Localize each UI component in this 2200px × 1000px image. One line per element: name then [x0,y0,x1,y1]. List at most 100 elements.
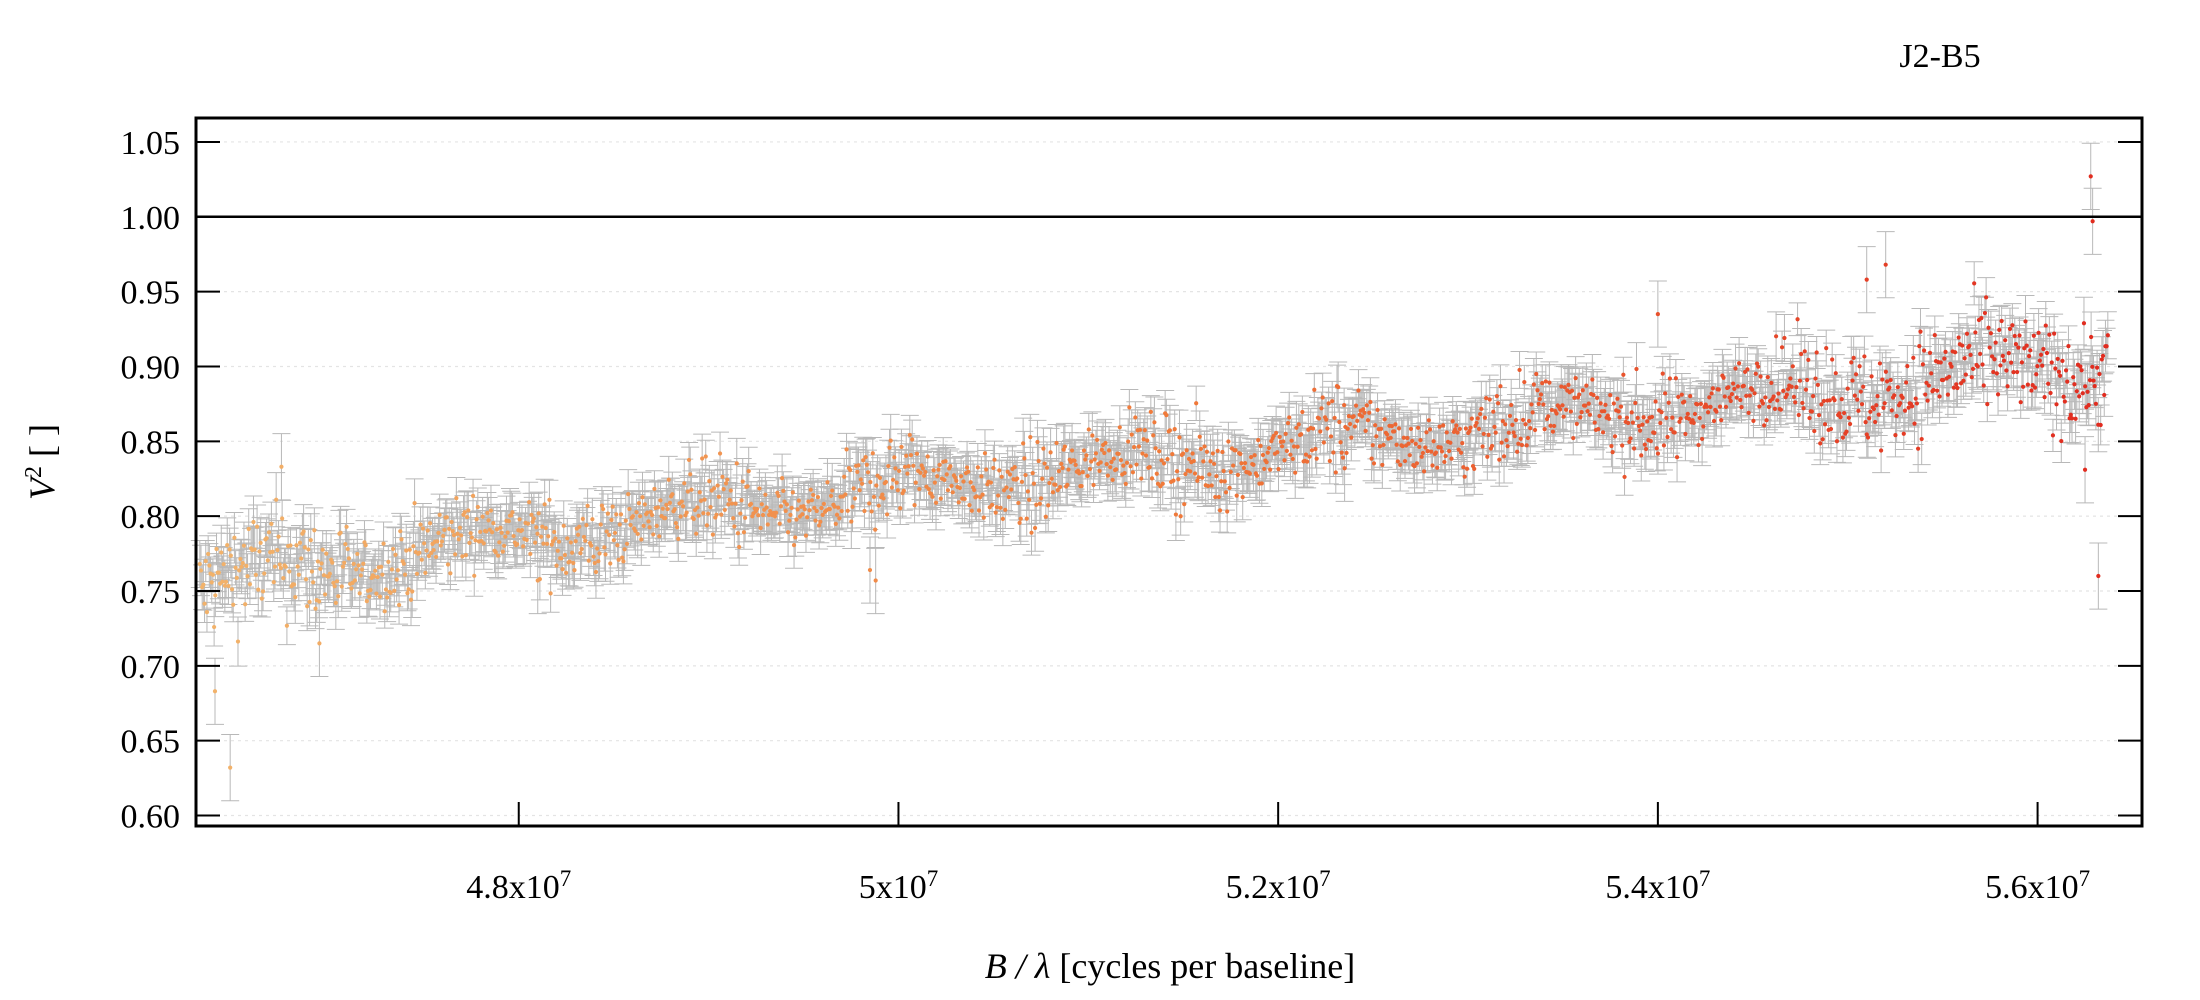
data-point [240,560,245,566]
data-point [252,547,257,552]
data-point [352,578,358,583]
data-point [315,559,321,564]
data-point [305,604,310,609]
data-point [339,584,344,589]
data-point [351,561,356,566]
data-point [262,571,267,576]
data-point [247,582,253,587]
data-point [197,561,202,567]
data-point [354,567,359,572]
data-point [294,543,299,548]
data-point [202,601,207,606]
data-point [280,516,285,521]
data-point [313,606,318,611]
data-point [344,524,349,529]
data-point [269,521,274,526]
data-point [308,538,313,543]
data-point [297,540,303,545]
data-point [260,589,266,594]
data-point [356,563,361,568]
data-point [239,564,244,569]
data-point [221,562,226,567]
data-point [259,596,264,601]
data-point [336,594,341,599]
data-point [334,579,340,584]
data-point [309,569,315,574]
data-point [220,579,225,584]
data-point [204,610,210,615]
data-point [301,529,306,534]
data-point [338,530,343,535]
data-point [327,571,332,576]
data-point [201,582,206,587]
data-point [281,576,286,581]
data-point [274,497,279,502]
data-point [302,545,307,550]
data-point [213,593,218,598]
data-point [330,560,335,565]
data-point [275,547,280,553]
data-point [342,560,347,565]
data-point [243,602,248,607]
data-point [237,568,242,573]
data-point [299,556,304,561]
data-point [229,587,235,592]
data-point [355,551,360,557]
data-point [257,549,262,554]
data-point [357,591,362,596]
error-bars [190,142,2117,802]
data-point [266,530,272,535]
data-point [241,543,247,548]
data-point [233,565,238,570]
data-point [234,575,239,580]
data-point [345,546,350,552]
data-point [265,558,270,563]
data-point [306,547,311,552]
grid [196,141,2142,817]
data-point [232,535,237,540]
data-point [312,528,317,533]
data-point [271,580,276,585]
data-point [258,540,263,545]
data-point [198,568,204,573]
data-point [253,572,258,577]
data-point [231,602,236,607]
data-point [340,564,346,569]
data-point [244,563,249,568]
data-point [272,564,278,569]
data-point [203,558,208,564]
data-point [212,624,217,630]
data-point [318,566,323,572]
data-point [317,599,322,604]
data-point [235,639,241,644]
data-point [277,562,282,567]
data-point [320,547,325,552]
data-point [283,564,288,569]
data-point [359,567,365,572]
data-point [214,546,219,552]
data-point [296,572,301,577]
data-point [222,583,227,588]
data-points [197,174,2110,770]
data-point [284,623,290,628]
data-point [209,580,214,585]
data-point [358,573,363,578]
data-point [331,580,336,585]
data-point [225,543,230,548]
data-point [278,565,284,571]
data-point [319,561,324,566]
data-point [291,582,297,587]
data-point [264,536,269,541]
data-point [210,572,216,577]
data-point [227,547,232,552]
data-point [295,564,300,569]
data-point [311,580,316,585]
data-point [293,594,298,600]
data-point [364,599,369,604]
data-point [288,543,293,548]
data-point [245,574,250,579]
data-point [216,570,221,575]
data-point [256,587,261,592]
data-point [361,561,366,566]
